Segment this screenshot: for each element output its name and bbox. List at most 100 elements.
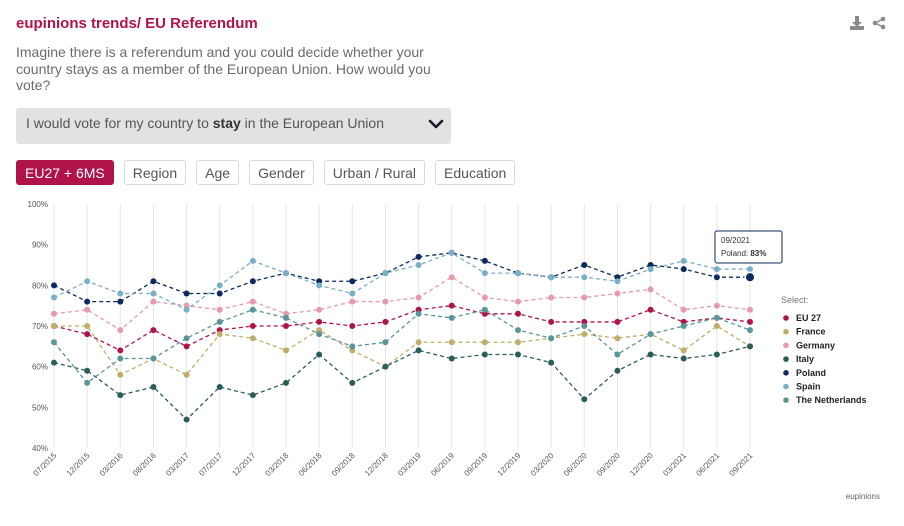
data-point-spain: [283, 270, 289, 277]
x-tick-label: 09/2020: [595, 451, 622, 478]
data-point-the-netherlands: [448, 314, 455, 321]
data-point-eu-27: [84, 331, 91, 338]
data-point-italy: [349, 379, 356, 386]
data-point-eu-27: [515, 310, 521, 317]
legend-marker-spain: [783, 383, 789, 390]
data-point-spain: [316, 282, 323, 289]
data-point-the-netherlands: [747, 327, 753, 334]
data-point-poland: [481, 257, 488, 264]
data-point-spain: [183, 306, 190, 313]
data-point-poland: [183, 290, 190, 297]
data-point-the-netherlands: [647, 331, 654, 338]
data-point-eu-27: [448, 302, 455, 309]
data-point-eu-27: [382, 318, 389, 325]
data-point-spain: [84, 278, 91, 285]
data-point-italy: [382, 363, 389, 370]
series-line-france: [54, 325, 751, 376]
data-point-spain: [713, 266, 720, 273]
data-point-spain: [515, 270, 521, 277]
data-point-italy: [117, 392, 124, 399]
tab-gender[interactable]: Gender: [249, 160, 314, 185]
data-point-france: [51, 323, 57, 329]
data-point-france: [415, 339, 422, 346]
data-point-italy: [614, 367, 621, 374]
tooltip-date: 09/2021: [721, 236, 750, 245]
data-point-germany: [51, 310, 57, 317]
tab-age[interactable]: Age: [196, 160, 240, 185]
question-dropdown[interactable]: I would vote for my country to stay in t…: [16, 108, 451, 144]
x-tick-label: 06/2021: [694, 451, 721, 478]
data-point-spain: [117, 290, 124, 297]
x-tick-label: 07/2017: [197, 451, 224, 478]
dropdown-text-before: I would vote for my country to: [26, 115, 213, 131]
x-tick-label: 03/2021: [661, 451, 688, 478]
data-point-eu-27: [283, 323, 289, 329]
dropdown-text-bold: stay: [212, 115, 241, 131]
data-point-eu-27: [183, 343, 190, 350]
data-point-italy: [747, 343, 753, 350]
top-actions: [850, 16, 886, 30]
data-point-spain: [548, 274, 555, 281]
series-line-spain: [53, 252, 750, 311]
series-line-germany: [53, 276, 751, 331]
data-point-italy: [647, 351, 654, 358]
data-point-france: [680, 347, 687, 354]
data-point-spain: [481, 270, 488, 277]
data-point-the-netherlands: [614, 351, 621, 358]
data-point-france: [84, 323, 91, 329]
share-icon[interactable]: [872, 16, 886, 30]
x-tick-label: 03/2019: [396, 451, 423, 478]
chevron-down-icon[interactable]: [427, 115, 445, 133]
x-tick-label: 09/2019: [462, 451, 489, 478]
data-point-the-netherlands: [51, 339, 57, 346]
data-point-italy: [51, 359, 57, 366]
x-tick-label: 12/2020: [628, 451, 655, 478]
series-line-poland: [53, 252, 750, 303]
data-point-germany: [647, 286, 654, 293]
data-point-italy: [150, 384, 157, 390]
legend-label-italy: Italy: [796, 354, 814, 364]
x-tick-label: 12/2019: [496, 451, 523, 478]
x-tick-label: 06/2018: [297, 451, 324, 478]
series-line-eu-27: [53, 305, 751, 352]
tab-region[interactable]: Region: [123, 160, 187, 185]
data-point-spain: [614, 278, 621, 285]
data-point-germany: [581, 294, 588, 301]
legend-marker-italy: [783, 356, 789, 362]
data-point-germany: [680, 306, 687, 313]
data-point-germany: [249, 298, 256, 305]
data-point-italy: [216, 384, 223, 390]
data-point-the-netherlands: [183, 335, 190, 342]
series-line-italy: [53, 345, 751, 421]
data-point-spain: [747, 266, 753, 273]
filter-tabs: EU27 + 6MS Region Age Gender Urban / Rur…: [16, 160, 516, 185]
tab-education[interactable]: Education: [435, 160, 516, 185]
x-tick-label: 08/2016: [131, 451, 158, 478]
legend-label-the-netherlands: The Netherlands: [796, 395, 867, 405]
data-point-italy: [481, 351, 488, 358]
data-point-eu-27: [349, 323, 356, 329]
x-tick-label: 03/2018: [264, 451, 291, 478]
data-point-france: [283, 347, 289, 354]
legend-marker-germany: [783, 342, 789, 349]
data-point-the-netherlands: [415, 310, 422, 317]
legend-label-poland: Poland: [796, 368, 826, 378]
data-point-germany: [150, 298, 157, 305]
data-point-the-netherlands: [84, 379, 91, 386]
legend-marker-france: [783, 328, 789, 335]
tab-urban-rural[interactable]: Urban / Rural: [323, 160, 426, 185]
data-point-france: [515, 339, 521, 346]
legend-marker-poland: [783, 370, 789, 376]
highlight-point: [744, 271, 756, 283]
y-tick-label: 80%: [32, 281, 48, 290]
data-point-italy: [448, 355, 455, 362]
data-point-poland: [216, 290, 223, 297]
legend-label-eu-27: EU 27: [796, 313, 821, 323]
download-icon[interactable]: [850, 16, 864, 30]
tab-eu27-6ms[interactable]: EU27 + 6MS: [16, 160, 114, 185]
x-tick-label: 12/2015: [65, 451, 92, 478]
x-tick-label: 09/2021: [728, 451, 755, 478]
data-point-germany: [316, 306, 323, 313]
data-point-italy: [581, 396, 588, 403]
